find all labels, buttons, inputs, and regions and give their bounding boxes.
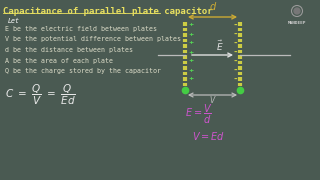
Text: -: - [234,21,238,30]
Text: +: + [188,22,193,28]
Text: -: - [234,75,238,84]
Text: d: d [209,2,216,12]
Text: V be the potential difference between plates: V be the potential difference between pl… [5,37,181,42]
Text: $E = \dfrac{V}{d}$: $E = \dfrac{V}{d}$ [185,103,212,126]
Circle shape [294,8,300,14]
Text: MANDEEP: MANDEEP [288,21,306,25]
Text: $V = Ed$: $V = Ed$ [192,130,225,142]
Text: -: - [234,57,238,66]
Text: $C\ =\ \dfrac{Q}{V}\ =\ \dfrac{Q}{Ed}$: $C\ =\ \dfrac{Q}{V}\ =\ \dfrac{Q}{Ed}$ [5,83,76,107]
Text: +: + [188,40,193,46]
Text: +: + [188,50,193,55]
Text: -: - [234,66,238,75]
Text: d be the distance between plates: d be the distance between plates [5,47,133,53]
Text: +: + [188,76,193,82]
Text: Capacitance of parallel plate capacitor: Capacitance of parallel plate capacitor [3,7,212,16]
Text: A be the area of each plate: A be the area of each plate [5,57,113,64]
Text: -: - [234,39,238,48]
Text: E be the electric field between plates: E be the electric field between plates [5,26,157,32]
Text: -: - [234,48,238,57]
Text: +: + [188,31,193,37]
Text: V: V [210,96,215,105]
Text: +: + [188,58,193,64]
Text: Let: Let [8,18,20,24]
Text: -: - [234,30,238,39]
Text: $\vec{E}$: $\vec{E}$ [217,39,224,53]
Text: Q be the charge stored by the capacitor: Q be the charge stored by the capacitor [5,68,161,74]
Text: +: + [188,68,193,73]
